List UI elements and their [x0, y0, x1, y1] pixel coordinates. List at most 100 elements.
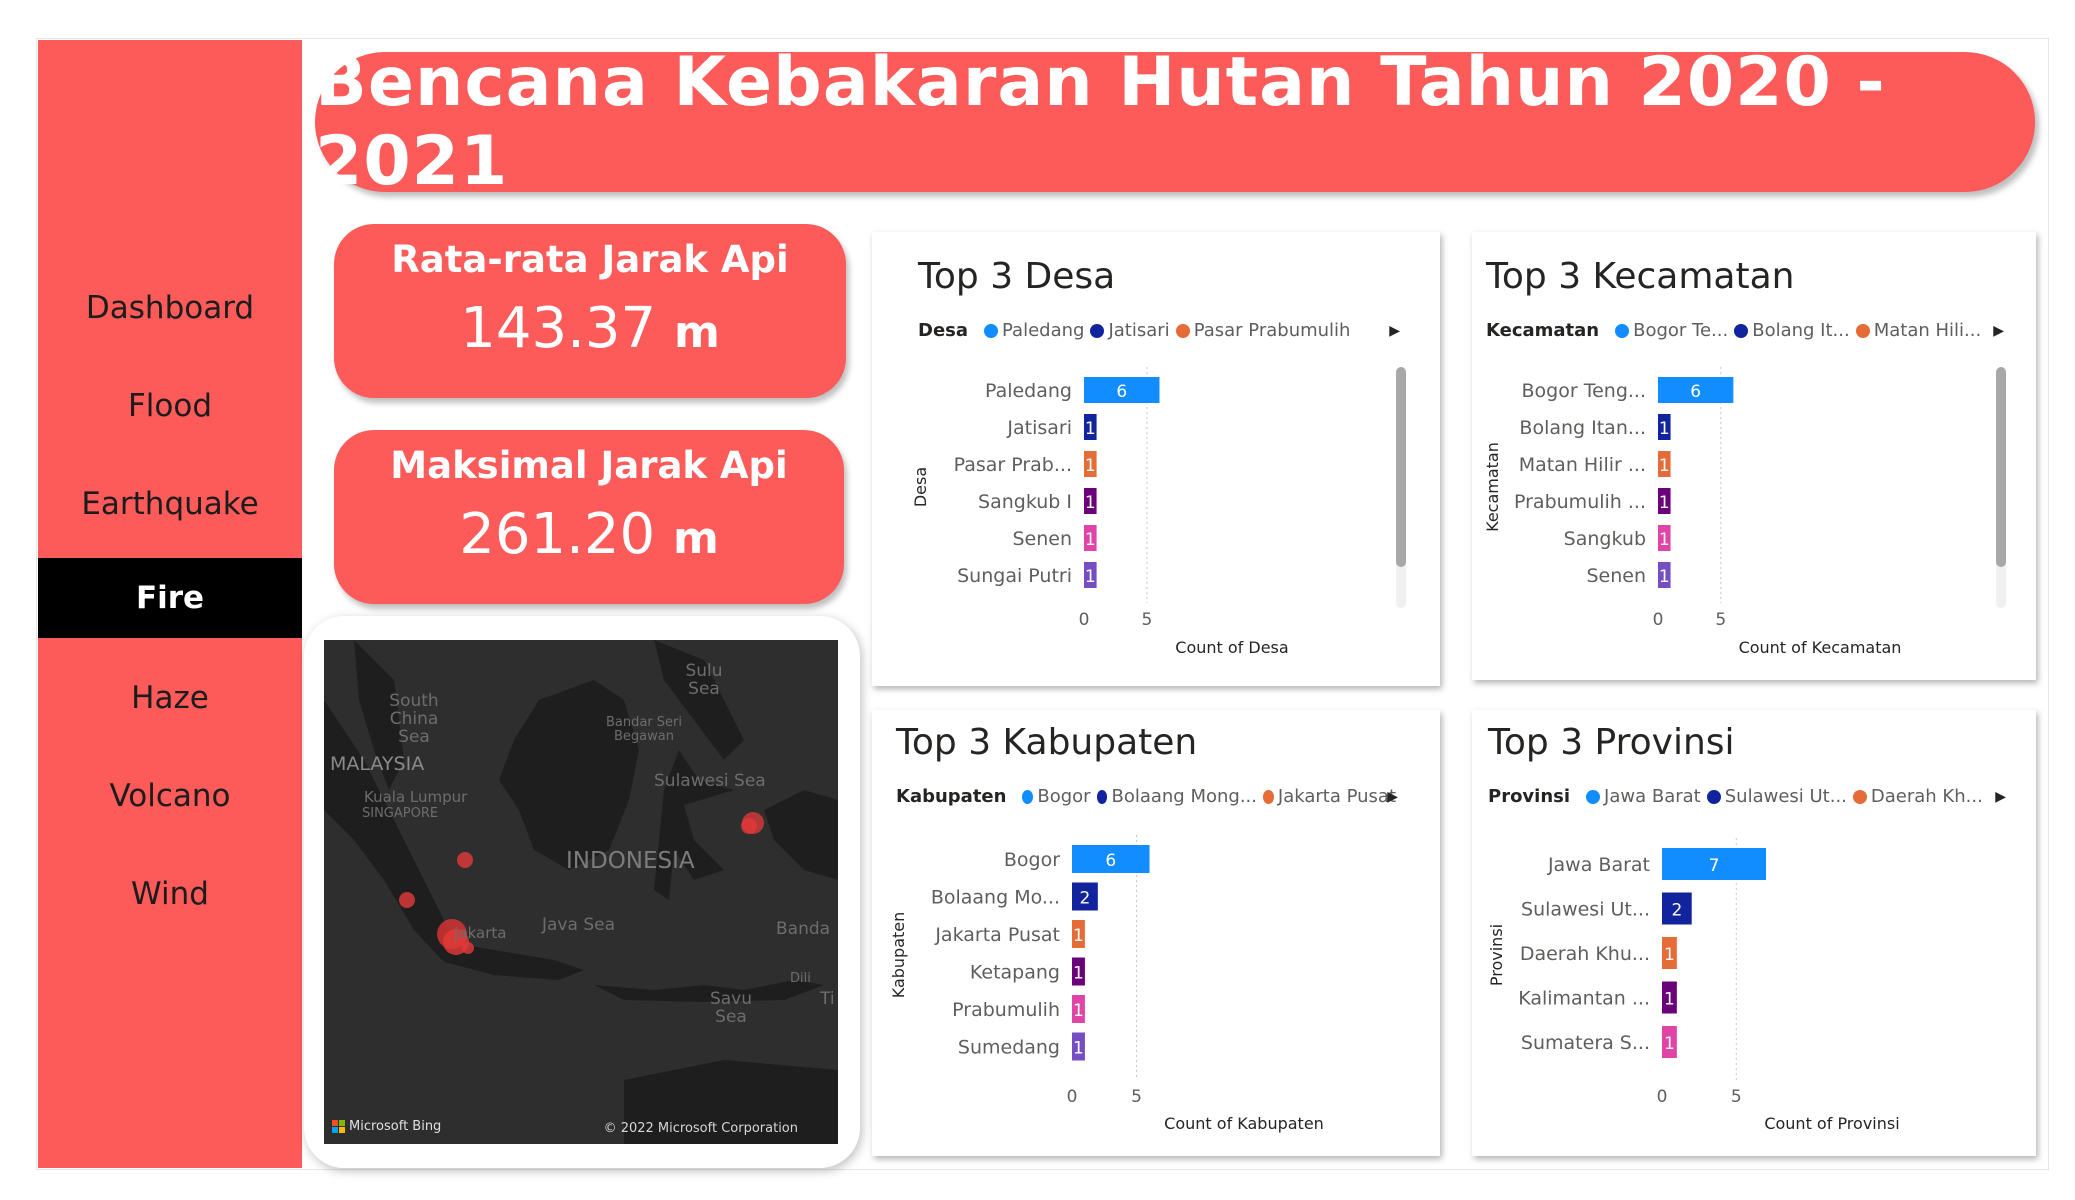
legend-next-arrow-icon[interactable]: ▶	[1995, 788, 2006, 805]
map-label-banda: Banda	[776, 919, 831, 939]
nav-wind[interactable]: Wind	[131, 876, 209, 912]
bing-attribution: Microsoft Bing	[332, 1119, 441, 1134]
kpi-average-distance[interactable]: Rata-rata Jarak Api 143.37 m	[334, 224, 846, 398]
legend-item[interactable]: Bogor	[1037, 786, 1091, 807]
bar[interactable]	[1072, 995, 1085, 1023]
legend-item[interactable]: Bolang It...	[1752, 320, 1850, 341]
bar[interactable]	[1072, 882, 1098, 911]
map-label-savu-sea: Savu Sea	[709, 989, 753, 1027]
x-tick-label: 5	[1141, 610, 1152, 630]
bar[interactable]	[1084, 451, 1097, 477]
nav-haze[interactable]: Haze	[131, 680, 209, 716]
fire-point[interactable]	[457, 852, 473, 868]
legend-item[interactable]: Sulawesi Ut...	[1724, 786, 1847, 807]
chart-card-desa[interactable]: Top 3 Desa Desa Paledang Jatisari Pasar …	[872, 232, 1440, 686]
legend-item[interactable]: Paledang	[1002, 320, 1085, 341]
fire-point[interactable]	[399, 892, 415, 908]
category-label: Sangkub I	[978, 491, 1072, 513]
category-label: Paledang	[985, 380, 1072, 402]
bar[interactable]	[1658, 525, 1671, 551]
bar-chart-kabupaten[interactable]: 0 5 Bogor 6 Bolaang Mo... 2 Jakarta Pusat 1 Keta…	[872, 710, 1440, 1156]
fire-map[interactable]: Sulu Sea South China Sea Bandar Seri Beg…	[324, 640, 838, 1144]
y-axis-title: Desa	[911, 467, 930, 507]
nav-fire[interactable]: Fire	[38, 558, 302, 638]
nav-dashboard[interactable]: Dashboard	[85, 290, 255, 326]
chart-card-kabupaten[interactable]: Top 3 Kabupaten Kabupaten Bogor Bolaang …	[872, 710, 1440, 1156]
legend-desa: Desa Paledang Jatisari Pasar Prabumulih …	[918, 320, 1400, 341]
legend-next-arrow-icon[interactable]: ▶	[1387, 788, 1398, 805]
y-axis-title: Provinsi	[1487, 924, 1506, 986]
legend-item[interactable]: Jakarta Pusat	[1277, 786, 1397, 807]
bar[interactable]	[1658, 414, 1671, 440]
category-label: Sangkub	[1564, 528, 1646, 550]
bar[interactable]	[1662, 937, 1677, 969]
legend-provinsi: Provinsi Jawa Barat Sulawesi Ut... Daera…	[1488, 786, 2006, 807]
legend-item[interactable]: Bogor Te...	[1633, 320, 1729, 341]
chart-card-provinsi[interactable]: Top 3 Provinsi Provinsi Jawa Barat Sulaw…	[1472, 710, 2036, 1156]
nav-earthquake[interactable]: Earthquake	[81, 486, 259, 522]
bar[interactable]	[1662, 981, 1677, 1014]
data-label: 1	[1085, 419, 1096, 439]
category-label: Sungai Putri	[957, 565, 1072, 587]
bar-chart-kecamatan[interactable]: 0 5 Bogor Teng... 6 Bolang Itan... 1 Matan Hil…	[1472, 232, 2036, 680]
bar[interactable]	[1084, 562, 1097, 588]
bar[interactable]	[1084, 488, 1097, 514]
bing-attribution-text: Microsoft Bing	[349, 1119, 442, 1134]
category-label: Senen	[1586, 565, 1646, 587]
category-label: Jatisari	[1006, 417, 1072, 439]
legend-item[interactable]: Daerah Kh...	[1870, 786, 1983, 807]
bar[interactable]	[1662, 1026, 1677, 1058]
chart-card-kecamatan[interactable]: Top 3 Kecamatan Kecamatan Bogor Te... Bo…	[1472, 232, 2036, 680]
bar[interactable]	[1072, 1032, 1085, 1061]
category-label: Bolaang Mo...	[931, 887, 1060, 909]
fire-point[interactable]	[462, 942, 474, 954]
kpi-max-distance[interactable]: Maksimal Jarak Api 261.20 m	[334, 430, 844, 604]
legend-dot	[1263, 789, 1274, 804]
bar[interactable]	[1072, 957, 1085, 986]
bar[interactable]	[1658, 562, 1671, 588]
data-label: 1	[1659, 456, 1670, 476]
chart-title-desa: Top 3 Desa	[918, 256, 1116, 297]
category-label: Daerah Khu...	[1520, 943, 1650, 965]
nav-volcano[interactable]: Volcano	[109, 778, 231, 814]
x-tick-label: 0	[1657, 1087, 1668, 1107]
legend-next-arrow-icon[interactable]: ▶	[1389, 322, 1400, 339]
bar[interactable]	[1072, 845, 1150, 873]
legend-item[interactable]: Jatisari	[1108, 320, 1170, 341]
bar-chart-desa[interactable]: 0 5 Paledang 6 Jatisari 1 Pasar Prab... 1 Sangku…	[872, 232, 1440, 686]
data-label: 1	[1085, 456, 1096, 476]
legend-next-arrow-icon[interactable]: ▶	[1993, 322, 2004, 339]
bar[interactable]	[1084, 377, 1160, 403]
bar[interactable]	[1072, 920, 1085, 948]
legend-item[interactable]: Matan Hili...	[1873, 320, 1982, 341]
bar[interactable]	[1658, 377, 1734, 403]
chart-title-kecamatan: Top 3 Kecamatan	[1486, 256, 1795, 297]
legend-kecamatan: Kecamatan Bogor Te... Bolang It... Matan…	[1486, 320, 2004, 341]
x-axis-title: Count of Kecamatan	[1739, 638, 1902, 657]
legend-item[interactable]: Pasar Prabumulih	[1193, 320, 1351, 341]
bar[interactable]	[1662, 892, 1692, 925]
legend-title: Kecamatan	[1486, 320, 1600, 341]
bar[interactable]	[1084, 525, 1097, 551]
bar[interactable]	[1662, 848, 1767, 880]
legend-title: Provinsi	[1488, 786, 1571, 807]
legend-dot	[1096, 789, 1108, 804]
bar[interactable]	[1658, 488, 1671, 514]
kpi-average-value-row: 143.37 m	[334, 296, 846, 361]
category-label: Pasar Prab...	[954, 454, 1072, 476]
bar-chart-provinsi[interactable]: 0 5 Jawa Barat 7 Sulawesi Ut... 2 Daerah Khu..…	[1472, 710, 2036, 1156]
scrollbar-thumb[interactable]	[1396, 367, 1406, 567]
legend-item[interactable]: Jawa Barat	[1604, 786, 1701, 807]
data-label: 1	[1085, 567, 1096, 587]
legend-item[interactable]: Bolaang Mong...	[1111, 786, 1257, 807]
sidebar: Dashboard Flood Earthquake Fire Haze Vol…	[38, 40, 302, 1168]
y-axis-title: Kabupaten	[889, 912, 908, 999]
header-banner: Bencana Kebakaran Hutan Tahun 2020 - 202…	[315, 43, 2035, 201]
kpi-average-value: 143.37	[460, 296, 657, 361]
legend-title: Desa	[918, 320, 969, 341]
fire-point[interactable]	[741, 818, 757, 834]
bar[interactable]	[1658, 451, 1671, 477]
scrollbar-thumb[interactable]	[1996, 367, 2006, 567]
bar[interactable]	[1084, 414, 1097, 440]
nav-flood[interactable]: Flood	[127, 388, 213, 424]
